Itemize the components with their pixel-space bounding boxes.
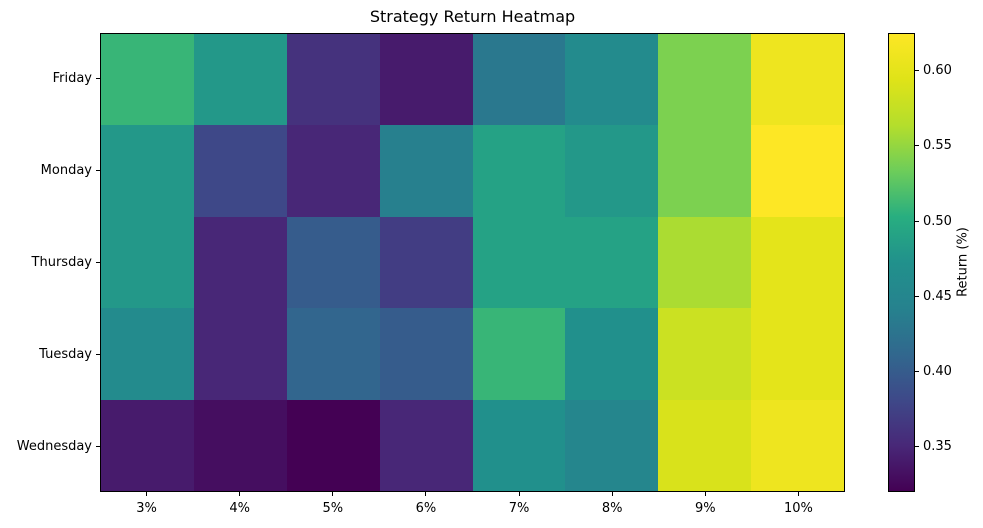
heatmap-cell xyxy=(101,216,194,309)
x-tick-mark xyxy=(518,492,520,496)
x-axis-label: 9% xyxy=(695,501,716,516)
heatmap-cell xyxy=(751,399,844,491)
heatmap-cell xyxy=(101,125,194,217)
x-tick-mark xyxy=(797,492,799,496)
heatmap-cell xyxy=(658,216,752,309)
colorbar-tick-mark xyxy=(915,295,919,297)
x-axis-label: 3% xyxy=(136,501,157,516)
heatmap-cell xyxy=(565,308,659,400)
y-tick-mark xyxy=(96,262,100,263)
colorbar-tick-label: 0.55 xyxy=(923,138,952,154)
colorbar-tick-label: 0.35 xyxy=(923,439,952,455)
x-tick-mark xyxy=(704,492,706,496)
heatmap-plot-area xyxy=(100,33,845,492)
heatmap-cell xyxy=(193,125,287,217)
x-axis-label: 4% xyxy=(229,501,250,516)
heatmap-cell xyxy=(101,399,194,491)
y-axis-label: Tuesday xyxy=(39,346,92,362)
heatmap-cell xyxy=(565,399,659,491)
x-axis-label: 8% xyxy=(601,501,623,516)
x-tick-mark xyxy=(425,492,427,496)
x-tick-mark xyxy=(146,492,148,496)
heatmap-cell xyxy=(193,34,287,126)
heatmap-cell xyxy=(286,34,380,126)
colorbar-tick-mark xyxy=(915,70,919,72)
heatmap-cell xyxy=(751,34,844,126)
heatmap-cell xyxy=(565,125,659,217)
heatmap-cell xyxy=(286,308,380,400)
heatmap-cell xyxy=(193,216,287,309)
y-tick-mark xyxy=(96,445,100,447)
heatmap-cell xyxy=(658,125,752,217)
x-tick-mark xyxy=(611,492,613,496)
heatmap-cell xyxy=(472,216,566,309)
heatmap-cell xyxy=(751,125,844,217)
heatmap-cell xyxy=(751,216,844,309)
x-tick-mark xyxy=(239,492,241,496)
heatmap-cell xyxy=(658,34,752,126)
x-axis-label: 10% xyxy=(783,501,813,516)
heatmap-cell xyxy=(565,34,659,126)
colorbar-axis-label: Return (%) xyxy=(955,227,971,297)
x-axis-label: 5% xyxy=(322,501,344,516)
heatmap-cell xyxy=(286,125,380,217)
y-tick-mark xyxy=(96,353,100,355)
colorbar-tick-mark xyxy=(915,145,919,147)
colorbar xyxy=(888,33,915,492)
y-tick-mark xyxy=(96,170,100,172)
colorbar-tick-mark xyxy=(915,220,919,222)
x-tick-mark xyxy=(332,492,334,496)
heatmap-cell xyxy=(379,125,473,217)
heatmap-cell xyxy=(472,34,566,126)
colorbar-tick-label: 0.45 xyxy=(923,288,952,304)
heatmap-cell xyxy=(193,399,287,491)
heatmap-cell xyxy=(379,399,473,491)
y-tick-mark xyxy=(96,78,100,80)
colorbar-tick-mark xyxy=(915,371,919,373)
heatmap-cell xyxy=(565,216,659,309)
colorbar-tick-mark xyxy=(915,446,919,448)
y-axis-label: Thursday xyxy=(31,254,92,270)
heatmap-cell xyxy=(658,399,752,491)
heatmap-cell xyxy=(286,216,380,309)
colorbar-tick-label: 0.40 xyxy=(923,364,952,380)
heatmap-cell xyxy=(751,308,844,400)
heatmap-cell xyxy=(379,308,473,400)
heatmap-cell xyxy=(193,308,287,400)
y-axis-label: Wednesday xyxy=(16,438,92,454)
heatmap-cell xyxy=(286,399,380,491)
y-axis-label: Friday xyxy=(52,71,92,87)
heatmap-cell xyxy=(379,216,473,309)
heatmap-cell xyxy=(472,399,566,491)
heatmap-cell xyxy=(472,125,566,217)
heatmap-cell xyxy=(101,34,194,126)
heatmap-cell xyxy=(101,308,194,400)
heatmap-cell xyxy=(379,34,473,126)
chart-title: Strategy Return Heatmap xyxy=(369,7,576,26)
y-axis-labels: Friday Monday Thursday Tuesday Wednesday xyxy=(0,33,92,492)
x-axis-labels: 3% 4% 5% 6% 7% 8% 9% 10% xyxy=(100,501,845,519)
x-axis-label: 7% xyxy=(508,501,530,516)
heatmap-cell xyxy=(658,308,752,400)
colorbar-tick-label: 0.50 xyxy=(923,213,952,229)
heatmap-cell xyxy=(472,308,566,400)
x-axis-label: 6% xyxy=(415,501,437,516)
y-axis-label: Monday xyxy=(40,163,92,179)
colorbar-tick-label: 0.60 xyxy=(923,63,952,79)
